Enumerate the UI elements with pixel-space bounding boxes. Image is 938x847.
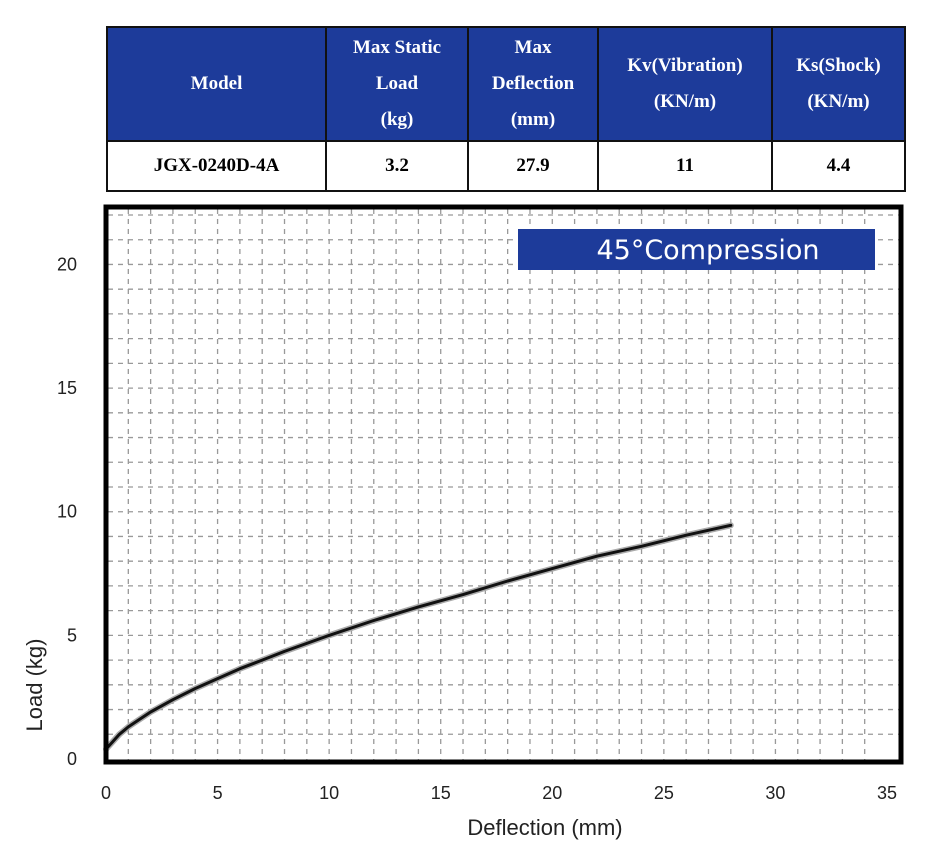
y-tick-label: 5: [67, 625, 77, 645]
header-model: Model: [106, 26, 327, 142]
header-kv-vibration: Kv(Vibration) (KN/m): [597, 26, 773, 142]
header-line: (KN/m): [807, 91, 870, 112]
x-tick-label: 10: [319, 783, 339, 803]
header-line: Max Static: [352, 37, 442, 58]
header-line: Ks(Shock): [796, 55, 881, 76]
y-tick-label: 10: [57, 502, 77, 522]
plot-frame: [103, 204, 904, 765]
x-tick-label: 25: [654, 783, 674, 803]
legend-background: [518, 229, 875, 270]
x-tick-label: 15: [431, 783, 451, 803]
cell-max-static-load: 3.2: [325, 140, 469, 192]
y-axis-title: Load (kg): [22, 639, 47, 732]
x-tick-label: 5: [213, 783, 223, 803]
header-line: Max: [514, 37, 552, 58]
header-line: Model: [190, 73, 243, 94]
y-tick-label: 15: [57, 378, 77, 398]
header-ks-shock: Ks(Shock) (KN/m): [771, 26, 906, 142]
header-line: (mm): [510, 109, 556, 130]
x-tick-label: 0: [101, 783, 111, 803]
cell-ks-shock: 4.4: [771, 140, 906, 192]
x-tick-label: 30: [765, 783, 785, 803]
header-line: (KN/m): [653, 91, 717, 112]
x-axis-title: Deflection (mm): [467, 815, 622, 840]
x-axis-ticks: 0 5 10 15 20 25 30 35: [101, 783, 897, 803]
y-axis-ticks: 0 5 10 15 20: [57, 254, 77, 769]
spec-table: Model Max Static Load (kg) Max Deflectio…: [106, 26, 906, 192]
cell-max-deflection: 27.9: [467, 140, 599, 192]
header-line: Deflection: [491, 73, 575, 94]
legend-box: 45°Compression: [518, 229, 875, 270]
cell-model: JGX-0240D-4A: [106, 140, 327, 192]
spec-header-row: Model Max Static Load (kg) Max Deflectio…: [106, 26, 906, 142]
cell-kv-vibration: 11: [597, 140, 773, 192]
y-tick-label: 20: [57, 254, 77, 274]
header-line: Load: [375, 73, 419, 94]
load-curve: [104, 523, 733, 751]
load-curve-shadow: [103, 522, 734, 753]
header-line: (kg): [380, 109, 414, 130]
header-line: Kv(Vibration): [627, 55, 743, 76]
x-tick-label: 20: [542, 783, 562, 803]
chart-grid: [108, 209, 899, 760]
y-tick-label: 0: [67, 749, 77, 769]
spec-data-row: JGX-0240D-4A 3.2 27.9 11 4.4: [106, 140, 906, 192]
header-max-deflection: Max Deflection (mm): [467, 26, 599, 142]
x-tick-label: 35: [877, 783, 897, 803]
load-deflection-chart: 45°Compression 0 5 10 15 20 25 30 35 0 5 10 15 20 D…: [22, 204, 904, 840]
header-max-static-load: Max Static Load (kg): [325, 26, 469, 142]
legend-label: 45°Compression: [596, 235, 819, 266]
